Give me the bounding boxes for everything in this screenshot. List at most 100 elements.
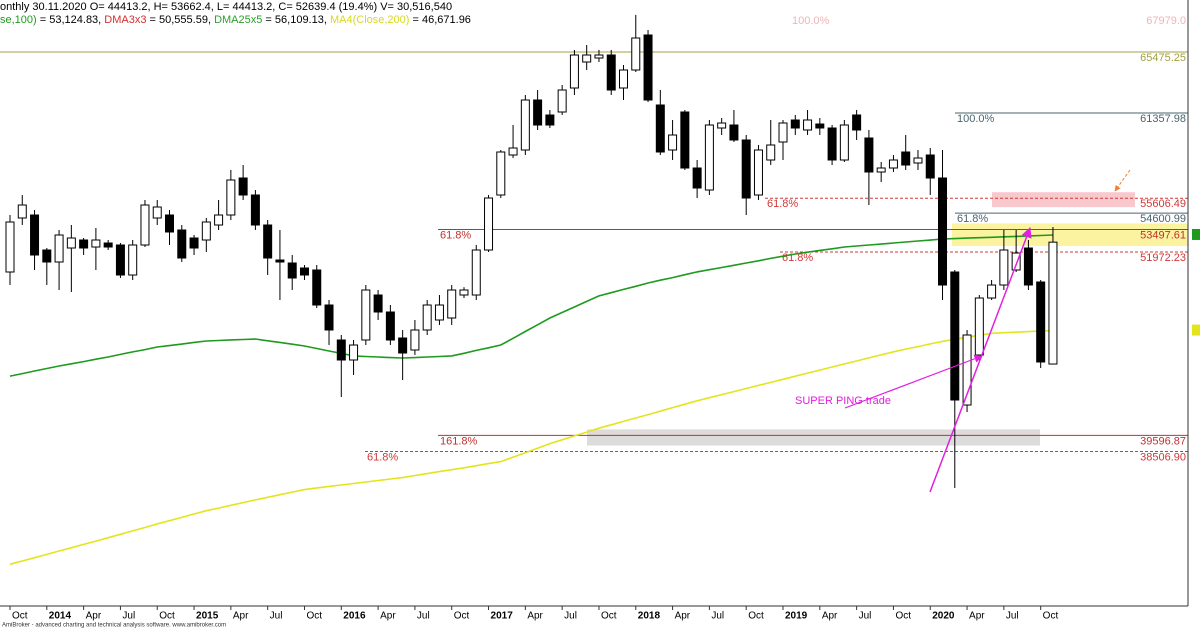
candle-body: [410, 329, 420, 351]
candle-body: [803, 119, 813, 131]
candle-body: [250, 194, 260, 226]
candle-body: [913, 157, 923, 164]
candle-body: [1036, 281, 1046, 363]
candle-body: [312, 269, 322, 306]
candle-body: [484, 197, 494, 251]
candle-body: [876, 167, 886, 173]
candle-body: [999, 249, 1009, 286]
candle-body: [42, 249, 52, 263]
level-price: 51972.23: [1140, 252, 1186, 264]
candle-body: [238, 177, 248, 196]
candle-body: [91, 239, 101, 248]
level-arrow: [1114, 169, 1131, 192]
indicator-name: DMA25x5: [214, 14, 262, 26]
x-tick-label: Apr: [233, 611, 249, 622]
candle-body: [925, 154, 935, 179]
x-tick-label: Oct: [306, 611, 322, 622]
header: onthly 30.11.2020 O= 44413.2, H= 53662.4…: [0, 1, 452, 13]
level-percent: 100.0%: [792, 15, 830, 27]
level-price: 67979.0: [1146, 15, 1186, 27]
candle-body: [434, 304, 444, 321]
candle-body: [471, 249, 481, 296]
candle-body: [398, 337, 408, 354]
x-tick-label: 2015: [196, 611, 219, 622]
candle-body: [299, 267, 309, 276]
level-percent: 161.8%: [440, 435, 478, 447]
moving-averages: [9, 228, 1200, 565]
x-tick-label: Jul: [270, 611, 283, 622]
candle-body: [459, 289, 469, 296]
candle-body: [336, 339, 346, 361]
candle-body: [606, 54, 616, 91]
candle-body: [852, 114, 862, 131]
x-tick-label: 2020: [932, 611, 955, 622]
candle-body: [938, 177, 948, 286]
x-axis-labels: Oct 2014 Apr Jul Oct 2015 Apr Jul Oct 2016 Apr Jul O…: [9, 606, 1059, 622]
candle-body: [201, 221, 211, 241]
x-tick-label: Jul: [564, 611, 577, 622]
indicator-legend: se,100) = 53,124.83, DMA3x3 = 50,555.59,…: [0, 14, 471, 26]
x-tick-label: Oct: [1043, 611, 1059, 622]
candle-body: [508, 147, 518, 156]
annotation: SUPER PING trade: [795, 395, 891, 407]
indicator-value: = 53,124.83,: [37, 14, 105, 26]
candle-body: [557, 89, 567, 113]
candle-body: [520, 99, 530, 151]
level-price: 61357.98: [1140, 113, 1186, 125]
candle-body: [324, 304, 334, 331]
candle-body: [974, 297, 984, 356]
ma-line: [9, 329, 1054, 565]
candle-body: [361, 289, 371, 341]
x-tick-label: Jul: [859, 611, 872, 622]
candle-body: [766, 144, 776, 161]
level-price: 38506.90: [1140, 451, 1186, 463]
candle-body: [103, 242, 113, 248]
candle-body: [950, 271, 960, 401]
level-price: 54600.99: [1140, 213, 1186, 225]
candle-body: [778, 122, 788, 143]
candle-body: [594, 54, 604, 59]
x-tick-label: Oct: [454, 611, 470, 622]
candle-body: [815, 123, 825, 129]
candle-body: [140, 204, 150, 246]
level-percent: 61.8%: [767, 198, 798, 210]
indicator-value: = 50,555.59,: [146, 14, 214, 26]
level-percent: 61.8%: [367, 451, 398, 463]
candles: [5, 14, 1058, 488]
x-tick-label: Jul: [122, 611, 135, 622]
x-tick-label: Oct: [601, 611, 617, 622]
level-price: 65475.25: [1140, 52, 1186, 64]
pointer-arrow: [844, 354, 983, 409]
zone: [992, 192, 1135, 208]
candle-body: [987, 284, 997, 299]
level-percent: 61.8%: [957, 213, 988, 225]
candle-body: [753, 149, 763, 196]
candle-body: [66, 237, 76, 249]
candle-body: [79, 239, 89, 249]
indicator-name: MA4(Close,200): [330, 14, 409, 26]
candle-body: [582, 54, 592, 63]
level-percent: 61.8%: [440, 229, 471, 241]
candle-body: [5, 221, 15, 273]
footer: AmiBroker - advanced charting and techni…: [2, 623, 226, 629]
level-price: 53497.61: [1140, 229, 1186, 241]
candle-body: [545, 114, 555, 126]
candle-body: [1011, 252, 1021, 271]
indicator-value: = 46,671.96: [409, 14, 470, 26]
x-tick-label: Oct: [895, 611, 911, 622]
candle-body: [569, 54, 579, 89]
candle-body: [287, 262, 297, 279]
axis-marker: [1192, 228, 1200, 240]
candle-body: [496, 151, 506, 196]
x-tick-label: Jul: [711, 611, 724, 622]
candle-body: [729, 124, 739, 141]
candle-body: [1048, 241, 1058, 365]
x-tick-label: Jul: [417, 611, 430, 622]
candle-body: [533, 99, 543, 126]
candle-body: [152, 206, 162, 219]
candle-body: [680, 111, 690, 169]
candle-body: [422, 304, 432, 331]
level-price: 55606.49: [1140, 198, 1186, 210]
